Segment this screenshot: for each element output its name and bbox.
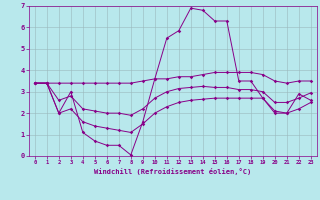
X-axis label: Windchill (Refroidissement éolien,°C): Windchill (Refroidissement éolien,°C)	[94, 168, 252, 175]
